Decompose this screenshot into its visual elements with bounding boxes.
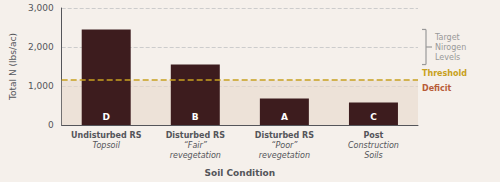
svg-text:Disturbed RS: Disturbed RS	[255, 131, 314, 140]
svg-text:0: 0	[48, 120, 54, 130]
svg-text:Nirogen: Nirogen	[435, 43, 466, 52]
svg-text:Topsoil: Topsoil	[93, 141, 121, 150]
svg-text:Soils: Soils	[364, 151, 383, 160]
svg-text:Levels: Levels	[435, 53, 460, 62]
svg-text:Deficit: Deficit	[422, 84, 451, 93]
svg-text:Total N (lbs/ac): Total N (lbs/ac)	[8, 33, 18, 101]
svg-text:2,000: 2,000	[28, 42, 54, 52]
svg-text:revegetation: revegetation	[170, 151, 221, 160]
svg-text:Undisturbed RS: Undisturbed RS	[71, 131, 142, 140]
svg-text:revegetation: revegetation	[259, 151, 310, 160]
svg-text:Post: Post	[363, 131, 383, 140]
svg-text:Threshold: Threshold	[422, 69, 467, 78]
svg-text:Construction: Construction	[348, 141, 399, 150]
svg-text:“Poor”: “Poor”	[271, 141, 298, 150]
svg-text:A: A	[281, 112, 288, 122]
svg-text:“Fair”: “Fair”	[184, 141, 208, 150]
svg-text:1,000: 1,000	[28, 81, 54, 91]
svg-text:3,000: 3,000	[28, 3, 54, 13]
svg-text:B: B	[192, 112, 199, 122]
svg-text:C: C	[370, 112, 377, 122]
svg-text:Target: Target	[434, 33, 460, 42]
svg-text:Disturbed RS: Disturbed RS	[166, 131, 225, 140]
svg-text:Soil Condition: Soil Condition	[204, 168, 275, 178]
svg-text:D: D	[102, 112, 109, 122]
